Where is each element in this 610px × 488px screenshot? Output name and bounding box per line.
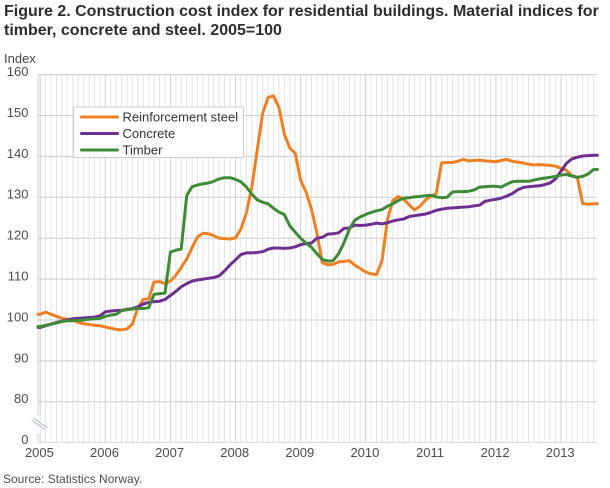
svg-text:2011: 2011 xyxy=(416,445,444,460)
svg-text:110: 110 xyxy=(8,269,29,284)
svg-text:140: 140 xyxy=(7,146,29,161)
svg-text:0: 0 xyxy=(21,432,28,447)
svg-text:2012: 2012 xyxy=(481,445,510,460)
svg-text:160: 160 xyxy=(7,64,29,79)
svg-text:2006: 2006 xyxy=(90,445,119,460)
svg-text:Reinforcement steel: Reinforcement steel xyxy=(123,109,239,124)
svg-text:80: 80 xyxy=(14,391,28,406)
svg-text:Timber: Timber xyxy=(123,142,164,157)
svg-text:120: 120 xyxy=(7,228,29,243)
svg-text:2010: 2010 xyxy=(350,445,379,460)
svg-text:2008: 2008 xyxy=(220,445,249,460)
svg-text:2013: 2013 xyxy=(546,445,575,460)
svg-text:100: 100 xyxy=(7,309,29,324)
svg-text:2005: 2005 xyxy=(25,445,54,460)
svg-text:150: 150 xyxy=(7,105,29,120)
svg-text:Concrete: Concrete xyxy=(123,126,176,141)
svg-text:90: 90 xyxy=(14,350,28,365)
svg-text:130: 130 xyxy=(7,187,29,202)
svg-text:2009: 2009 xyxy=(285,445,314,460)
svg-text:2007: 2007 xyxy=(155,445,184,460)
